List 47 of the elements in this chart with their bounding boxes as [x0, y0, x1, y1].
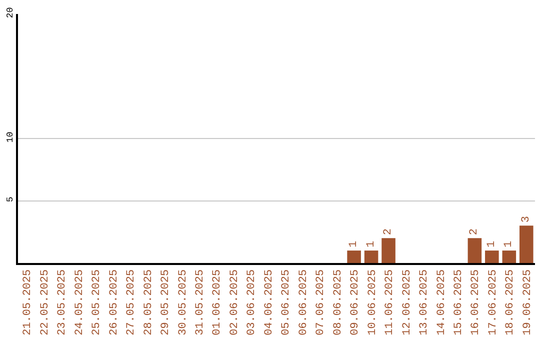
x-tick-label: 10.06.2025 — [366, 269, 379, 336]
data-label: 2 — [382, 228, 395, 236]
x-tick-label: 05.06.2025 — [280, 269, 293, 336]
x-tick-label: 09.06.2025 — [350, 269, 362, 336]
x-tick-label: 26.05.2025 — [108, 269, 120, 336]
data-label: 1 — [348, 240, 360, 248]
x-tick-label: 08.06.2025 — [332, 269, 344, 336]
bar — [364, 250, 378, 263]
x-tick-label: 19.06.2025 — [522, 269, 534, 336]
x-tick-label: 06.06.2025 — [298, 269, 310, 336]
x-tick-label: 18.06.2025 — [504, 269, 517, 336]
bar — [382, 238, 396, 263]
data-label: 2 — [468, 228, 481, 236]
x-tick-label: 23.05.2025 — [56, 269, 69, 336]
x-tick-label: 13.06.2025 — [418, 269, 431, 336]
x-tick-label: 02.06.2025 — [228, 269, 241, 336]
y-tick-label: 20 — [5, 7, 16, 18]
bar — [485, 250, 499, 263]
x-tick-label: 07.06.2025 — [315, 269, 328, 336]
x-tick-label: 28.05.2025 — [142, 269, 155, 336]
x-tick-label: 30.05.2025 — [177, 269, 190, 336]
x-tick-label: 14.06.2025 — [436, 269, 448, 336]
x-tick-label: 27.05.2025 — [126, 269, 138, 336]
y-tick-label: 10 — [5, 132, 16, 143]
x-tick-label: 01.06.2025 — [212, 269, 224, 336]
x-tick-label: 22.05.2025 — [39, 269, 52, 336]
x-tick-label: 12.06.2025 — [401, 269, 414, 336]
x-tick-label: 15.06.2025 — [453, 269, 466, 336]
bar — [502, 250, 516, 263]
x-tick-label: 16.06.2025 — [470, 269, 482, 336]
bar — [468, 238, 482, 263]
x-tick-label: 04.06.2025 — [263, 269, 276, 336]
x-tick-label: 11.06.2025 — [384, 269, 396, 336]
x-tick-label: 03.06.2025 — [246, 269, 258, 336]
x-tick-label: 21.05.2025 — [22, 269, 34, 336]
data-label: 3 — [520, 216, 532, 223]
x-tick-label: 29.05.2025 — [160, 269, 172, 336]
y-tick-label: 5 — [5, 196, 16, 202]
data-label: 1 — [503, 240, 516, 248]
bar — [519, 226, 534, 263]
data-label: 1 — [365, 240, 378, 248]
x-tick-label: 17.06.2025 — [487, 269, 500, 336]
x-tick-label: 25.05.2025 — [91, 269, 104, 336]
x-tick-label: 31.05.2025 — [194, 269, 207, 336]
x-tick-label: 24.05.2025 — [74, 269, 86, 336]
bar — [347, 250, 361, 263]
data-label: 1 — [486, 240, 498, 248]
